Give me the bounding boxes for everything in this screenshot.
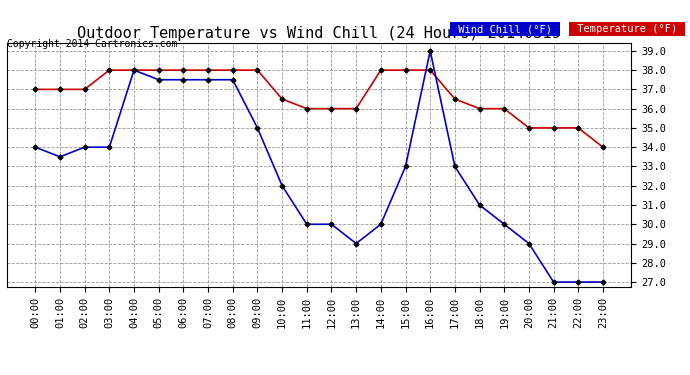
Text: Wind Chill (°F): Wind Chill (°F) bbox=[452, 24, 558, 34]
Text: Copyright 2014 Cartronics.com: Copyright 2014 Cartronics.com bbox=[7, 39, 177, 50]
Title: Outdoor Temperature vs Wind Chill (24 Hours) 20140319: Outdoor Temperature vs Wind Chill (24 Ho… bbox=[77, 26, 561, 40]
Text: Temperature (°F): Temperature (°F) bbox=[571, 24, 683, 34]
